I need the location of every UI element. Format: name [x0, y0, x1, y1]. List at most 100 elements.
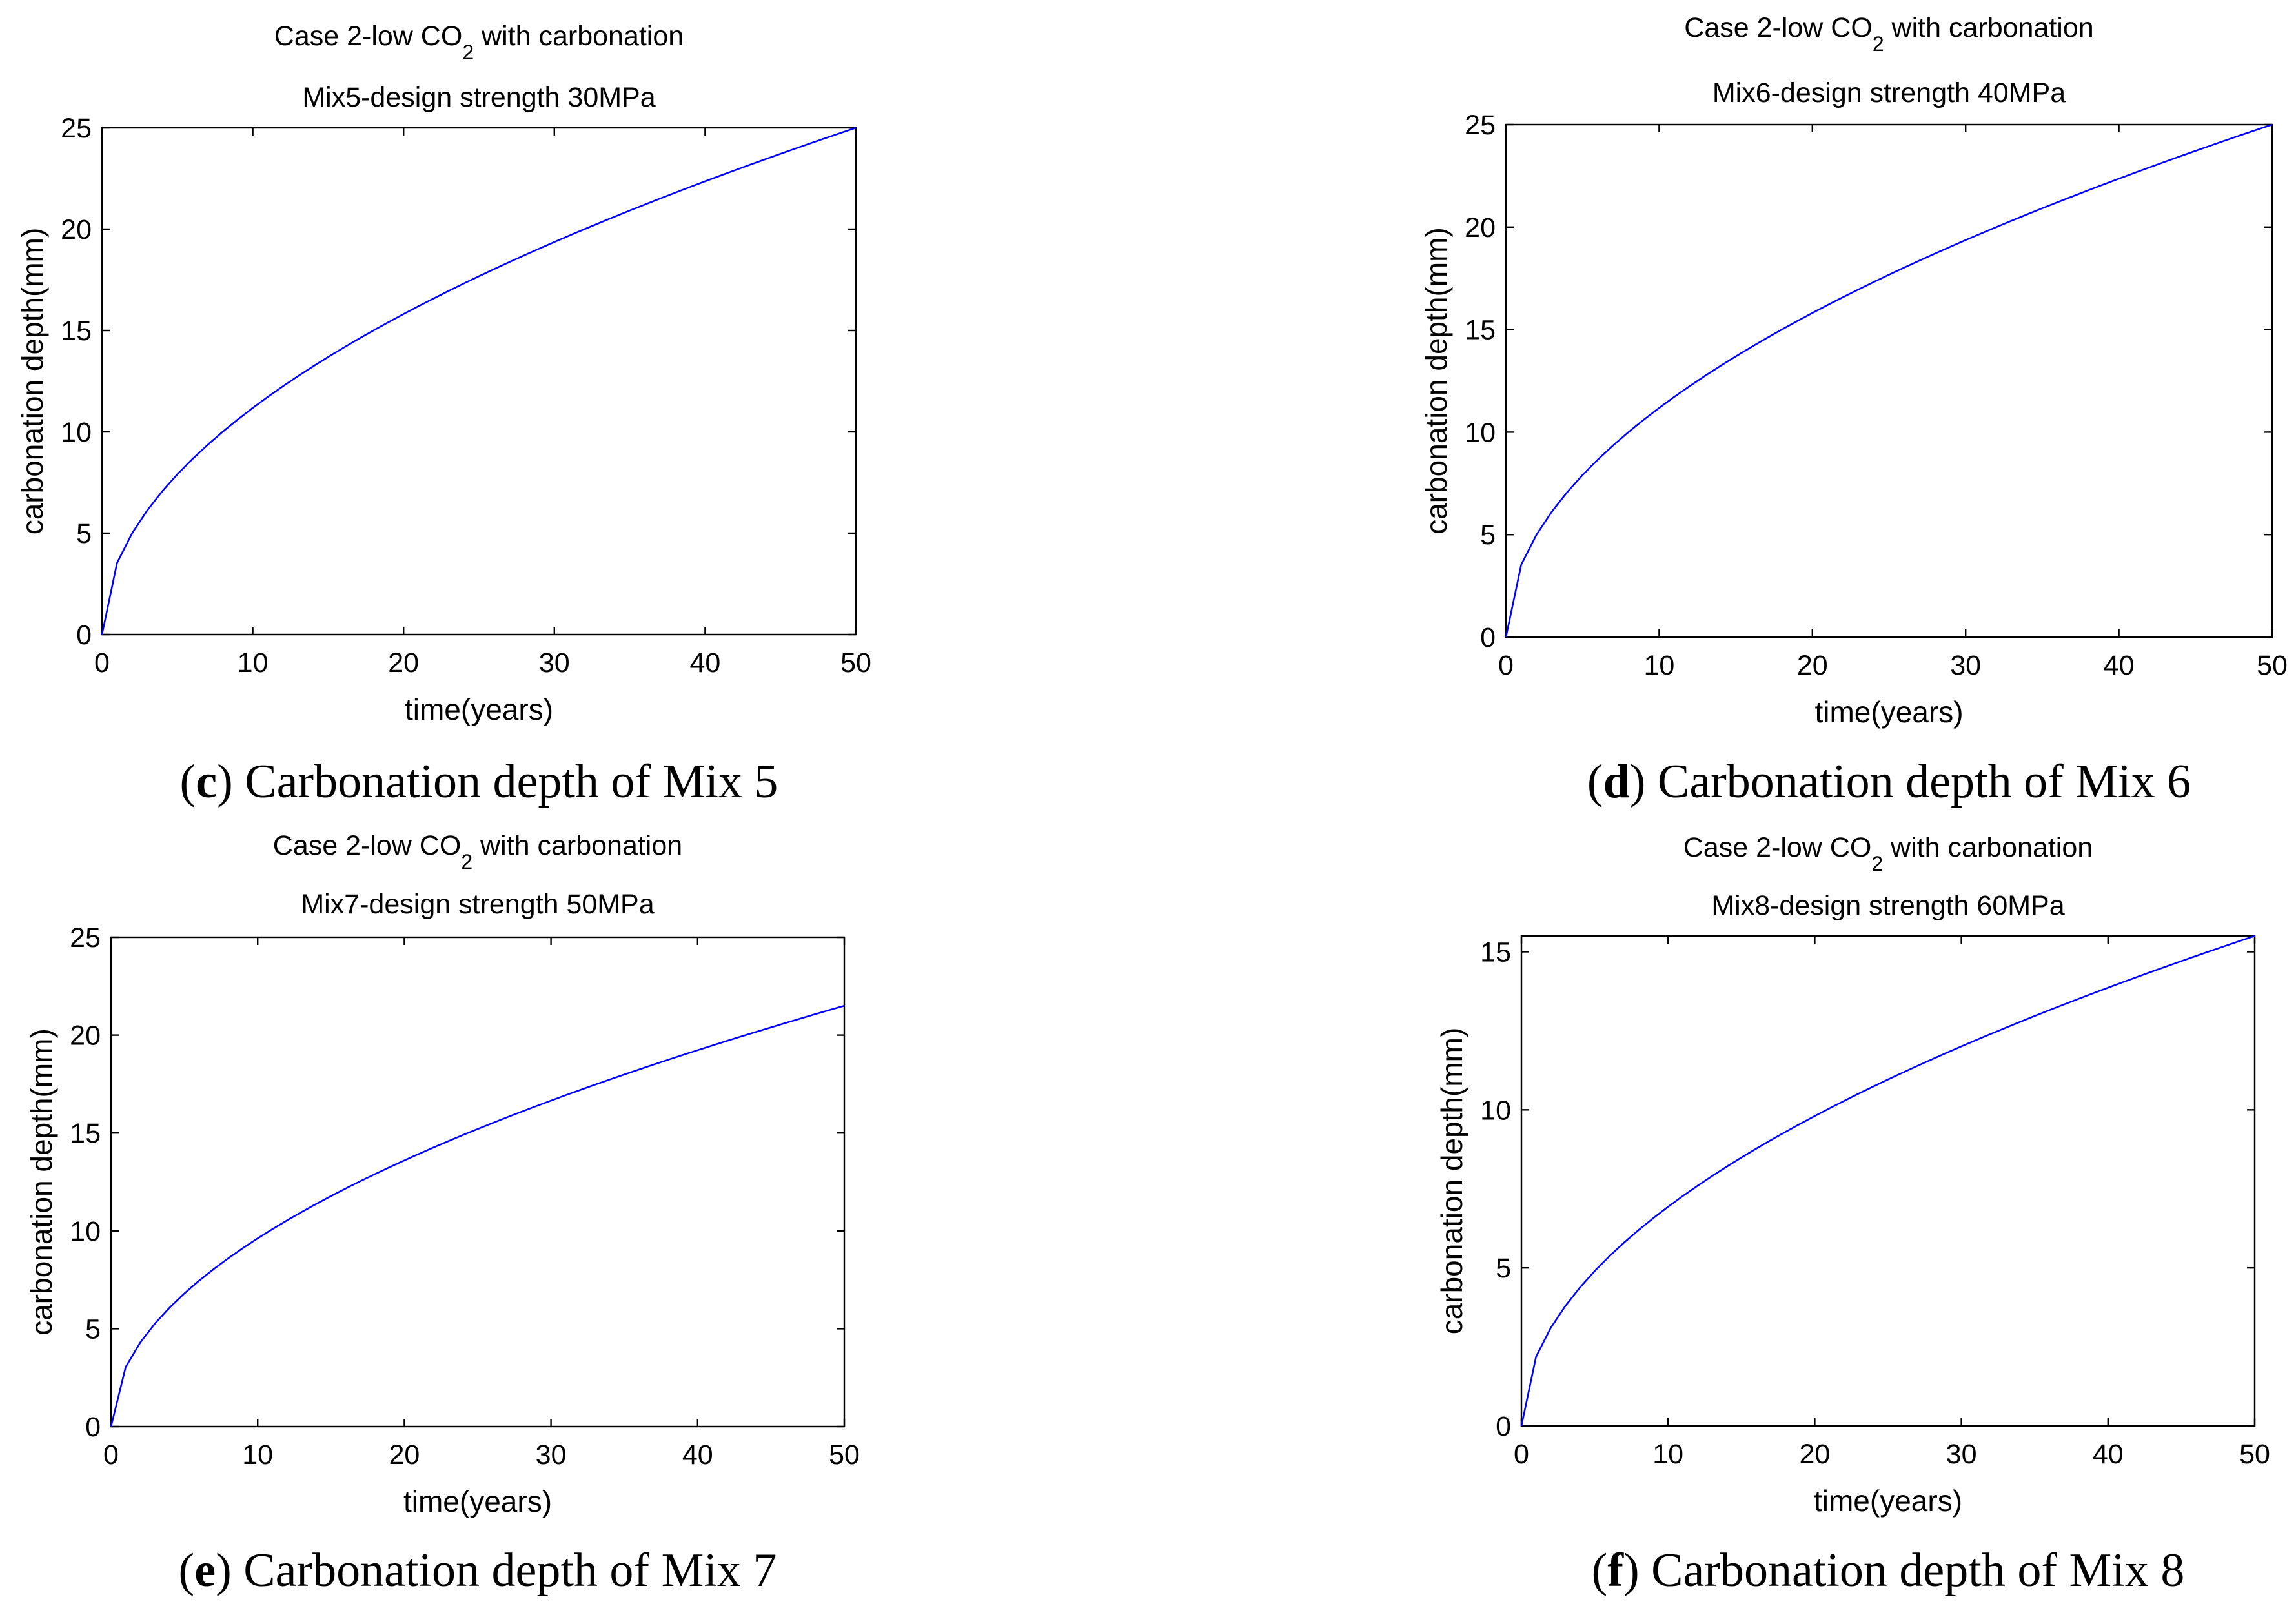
x-axis-label: time(years): [1814, 1484, 1962, 1518]
y-tick-label: 25: [70, 922, 101, 953]
chart-title-suffix: with carbonation: [1884, 12, 2094, 43]
series-line: [1520, 935, 2255, 1427]
y-axis-label: carbonation depth(mm): [1419, 227, 1453, 534]
y-tick-label: 15: [61, 316, 92, 347]
caption-close-paren: ): [216, 1544, 232, 1597]
y-tick-label: 0: [1496, 1411, 1511, 1442]
x-tick-label: 40: [689, 647, 720, 678]
x-tick-label: 0: [103, 1439, 119, 1470]
x-tick-label: 0: [1514, 1439, 1529, 1470]
chart-title-subscript: 2: [461, 850, 472, 873]
chart-e: Case 2-low CO2 with carbonation Mix7-desi…: [25, 830, 860, 1597]
y-tick-label: 20: [1465, 212, 1496, 243]
chart-title: Case 2-low CO2 with carbonation: [273, 830, 682, 873]
x-axis-label: time(years): [1814, 695, 1963, 729]
caption-close-paren: ): [217, 755, 233, 808]
caption-close-paren: ): [1630, 755, 1646, 808]
x-tick-label: 20: [388, 647, 419, 678]
x-tick-label: 40: [682, 1439, 713, 1470]
y-tick-label: 15: [1480, 937, 1511, 968]
series-line: [1505, 123, 2273, 638]
chart-title-suffix: with carbonation: [472, 830, 682, 861]
caption-text: Carbonation depth of Mix 5: [233, 755, 778, 808]
x-tick-label: 0: [1498, 650, 1514, 681]
caption-letter: c: [196, 755, 217, 808]
y-tick-label: 20: [70, 1021, 101, 1052]
y-tick-label: 20: [61, 214, 92, 245]
y-tick-label: 5: [85, 1314, 101, 1345]
x-tick-label: 50: [840, 647, 871, 678]
y-axis-label: carbonation depth(mm): [15, 228, 49, 535]
series-line: [101, 127, 857, 635]
x-tick-label: 30: [536, 1439, 567, 1470]
caption-letter: e: [194, 1544, 216, 1597]
x-tick-label: 40: [2104, 650, 2135, 681]
y-tick-label: 5: [76, 518, 92, 549]
x-tick-label: 10: [1643, 650, 1674, 681]
caption-open-paren: (: [179, 1544, 195, 1597]
chart-subtitle: Mix6-design strength 40MPa: [1712, 77, 2066, 108]
chart-title-main: Case 2-low CO: [1683, 832, 1872, 863]
x-axis-label: time(years): [403, 1485, 552, 1518]
caption-letter: f: [1607, 1544, 1624, 1597]
figure-caption: (e) Carbonation depth of Mix 7: [179, 1544, 777, 1597]
chart-title-main: Case 2-low CO: [274, 21, 463, 52]
y-axis-label: carbonation depth(mm): [25, 1028, 58, 1336]
chart-title-subscript: 2: [1873, 32, 1884, 56]
caption-open-paren: (: [1587, 755, 1603, 808]
y-tick-label: 5: [1496, 1253, 1511, 1284]
figure-caption: (d) Carbonation depth of Mix 6: [1587, 755, 2191, 808]
chart-title-main: Case 2-low CO: [273, 830, 462, 861]
x-tick-label: 10: [242, 1439, 273, 1470]
y-axis-label: carbonation depth(mm): [1435, 1028, 1468, 1335]
x-tick-label: 30: [539, 647, 570, 678]
chart-title: Case 2-low CO2 with carbonation: [1684, 12, 2093, 56]
chart-title: Case 2-low CO2 with carbonation: [274, 21, 684, 64]
chart-title-suffix: with carbonation: [1883, 832, 2093, 863]
x-tick-label: 20: [1797, 650, 1828, 681]
x-tick-label: 10: [238, 647, 269, 678]
caption-close-paren: ): [1623, 1544, 1640, 1597]
y-tick-label: 10: [70, 1216, 101, 1247]
chart-c: Case 2-low CO2 with carbonation Mix5-desi…: [15, 21, 871, 808]
y-tick-label: 25: [1465, 110, 1496, 141]
x-tick-label: 50: [2257, 650, 2288, 681]
x-tick-label: 20: [389, 1439, 420, 1470]
y-tick-label: 0: [85, 1412, 101, 1443]
series-line: [110, 1004, 845, 1427]
plot-frame: [1505, 123, 2273, 638]
x-tick-label: 0: [94, 647, 110, 678]
chart-title-suffix: with carbonation: [474, 21, 684, 52]
plot-frame: [110, 936, 846, 1428]
y-tick-label: 0: [76, 620, 92, 651]
chart-title-main: Case 2-low CO: [1684, 12, 1873, 43]
x-tick-label: 30: [1946, 1439, 1977, 1470]
caption-text: Carbonation depth of Mix 6: [1645, 755, 2191, 808]
chart-subtitle: Mix8-design strength 60MPa: [1711, 890, 2064, 921]
caption-letter: d: [1603, 755, 1630, 808]
chart-subtitle: Mix5-design strength 30MPa: [302, 82, 655, 113]
caption-open-paren: (: [180, 755, 196, 808]
chart-subtitle: Mix7-design strength 50MPa: [301, 889, 654, 920]
x-tick-label: 50: [2239, 1439, 2270, 1470]
plot-frame: [1520, 935, 2256, 1427]
chart-title-subscript: 2: [462, 41, 474, 64]
y-tick-label: 10: [1480, 1095, 1511, 1126]
chart-f: Case 2-low CO2 with carbonation Mix8-desi…: [1435, 832, 2270, 1597]
chart-title: Case 2-low CO2 with carbonation: [1683, 832, 2093, 875]
y-tick-label: 25: [61, 113, 92, 144]
caption-text: Carbonation depth of Mix 7: [232, 1544, 777, 1597]
y-tick-label: 0: [1480, 622, 1496, 653]
x-tick-label: 10: [1652, 1439, 1683, 1470]
y-tick-label: 10: [1465, 417, 1496, 448]
chart-title-subscript: 2: [1871, 852, 1883, 875]
figure-caption: (c) Carbonation depth of Mix 5: [180, 755, 778, 808]
caption-text: Carbonation depth of Mix 8: [1640, 1544, 2185, 1597]
y-tick-label: 10: [61, 417, 92, 448]
y-tick-label: 5: [1480, 520, 1496, 551]
y-tick-label: 15: [1465, 315, 1496, 346]
x-tick-label: 50: [829, 1439, 860, 1470]
plot-frame: [101, 127, 857, 636]
chart-d: Case 2-low CO2 with carbonation Mix6-desi…: [1419, 12, 2288, 808]
